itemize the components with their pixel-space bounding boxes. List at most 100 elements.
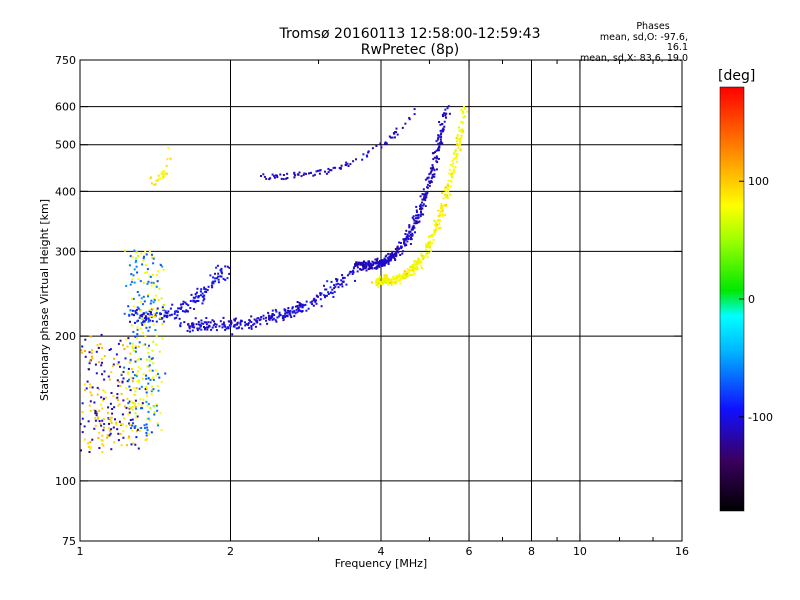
- data-point: [133, 281, 136, 284]
- data-point: [443, 125, 446, 128]
- data-point: [101, 407, 104, 410]
- data-point: [428, 242, 431, 244]
- data-point: [433, 229, 436, 232]
- data-point: [95, 350, 98, 353]
- data-point: [436, 219, 439, 222]
- data-point: [108, 349, 111, 351]
- data-point: [380, 263, 383, 266]
- data-point: [179, 307, 182, 310]
- data-point: [89, 447, 92, 450]
- data-point: [343, 276, 346, 279]
- data-point: [245, 323, 248, 326]
- data-point: [339, 166, 342, 169]
- data-point: [446, 195, 449, 198]
- data-point: [369, 264, 372, 267]
- data-point: [90, 355, 93, 358]
- data-point: [435, 228, 438, 231]
- data-point: [134, 310, 137, 313]
- data-point: [244, 321, 246, 324]
- data-point: [449, 185, 452, 188]
- data-point: [412, 215, 415, 218]
- data-point: [118, 403, 121, 406]
- data-point: [133, 314, 135, 317]
- data-point: [408, 224, 411, 227]
- data-point: [203, 286, 206, 289]
- data-point: [93, 427, 96, 430]
- data-point: [131, 278, 134, 281]
- data-point: [191, 322, 194, 325]
- data-point: [148, 274, 151, 277]
- data-point: [419, 203, 422, 206]
- data-point: [400, 245, 403, 248]
- data-point: [161, 337, 164, 340]
- data-point: [408, 117, 411, 119]
- data-point: [282, 174, 285, 176]
- data-point: [445, 190, 448, 193]
- data-point: [372, 261, 375, 264]
- data-point: [130, 427, 132, 430]
- data-point: [140, 297, 143, 300]
- data-point: [247, 323, 250, 326]
- data-point: [450, 174, 453, 177]
- data-point: [375, 262, 378, 265]
- data-point: [352, 267, 355, 270]
- data-point: [81, 345, 84, 348]
- data-point: [394, 248, 397, 251]
- data-point: [441, 123, 444, 126]
- data-point: [411, 216, 414, 219]
- data-point: [154, 369, 157, 372]
- data-point: [116, 393, 119, 396]
- data-point: [389, 136, 392, 139]
- data-point: [429, 246, 431, 249]
- data-point: [153, 183, 156, 186]
- data-point: [463, 107, 466, 110]
- data-point: [434, 230, 437, 233]
- data-point: [165, 172, 168, 175]
- data-point: [437, 136, 440, 139]
- data-point: [419, 206, 422, 209]
- data-point: [145, 387, 148, 390]
- data-point: [135, 436, 138, 439]
- y-tick-label: 500: [55, 139, 76, 152]
- data-point: [117, 384, 120, 387]
- data-point: [210, 328, 213, 331]
- data-point: [147, 351, 150, 354]
- data-point: [443, 189, 446, 192]
- data-point: [247, 322, 250, 325]
- data-point: [412, 225, 415, 227]
- x-tick-label: 16: [675, 545, 689, 558]
- data-point: [119, 339, 122, 342]
- data-point: [145, 377, 148, 380]
- data-point: [425, 246, 427, 249]
- data-point: [131, 429, 134, 432]
- data-point: [157, 178, 160, 181]
- data-point: [148, 319, 150, 322]
- data-point: [122, 377, 125, 380]
- data-point: [330, 169, 333, 172]
- x-tick-label: 2: [227, 545, 234, 558]
- data-point: [133, 404, 136, 407]
- data-point: [135, 311, 138, 314]
- data-point: [163, 170, 166, 173]
- data-point: [429, 167, 432, 170]
- data-point: [138, 341, 141, 344]
- data-point: [102, 389, 105, 392]
- data-point: [89, 441, 92, 444]
- data-point: [355, 262, 358, 265]
- data-point: [282, 178, 285, 181]
- data-point: [145, 423, 148, 426]
- data-point: [448, 168, 451, 171]
- data-point: [159, 316, 162, 319]
- data-point: [311, 303, 314, 306]
- data-point: [408, 225, 411, 228]
- data-point: [403, 240, 406, 242]
- data-point: [129, 283, 132, 286]
- data-point: [134, 360, 137, 363]
- data-point: [377, 278, 380, 281]
- data-point: [397, 251, 400, 254]
- data-point: [158, 287, 161, 290]
- data-point: [134, 412, 137, 415]
- data-point: [382, 261, 385, 264]
- data-point: [416, 261, 419, 264]
- data-point: [289, 309, 292, 312]
